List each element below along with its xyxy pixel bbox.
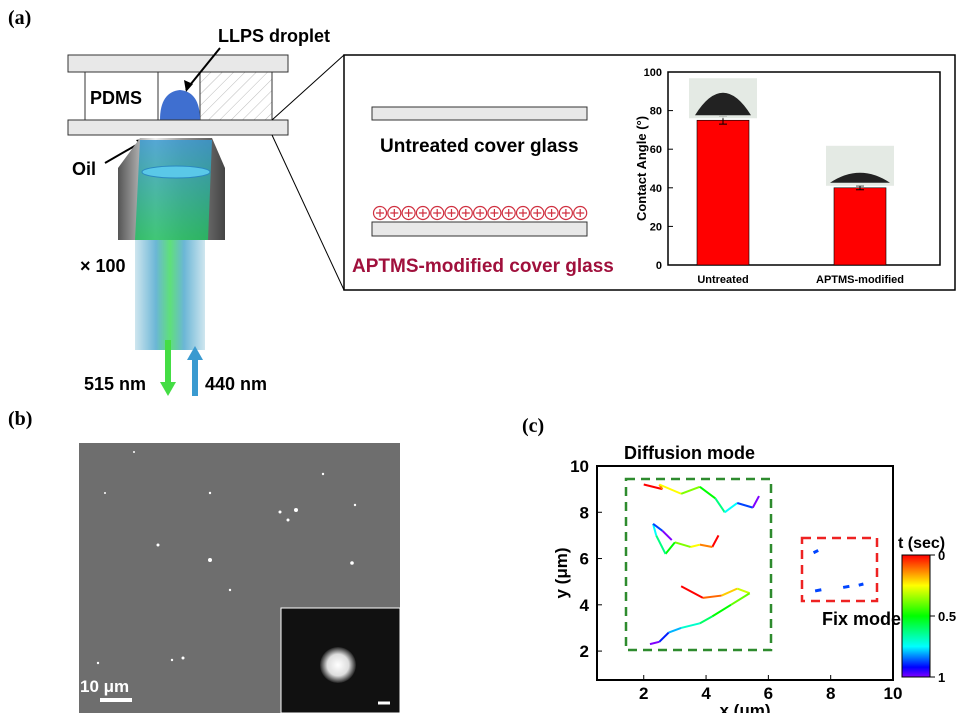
colorbar-tick-label: 0.5: [938, 609, 956, 624]
y-tick-label: 20: [650, 221, 662, 233]
magnification-label: × 100: [80, 256, 126, 276]
trajectory-segment: [712, 605, 731, 617]
y-tick-label: 40: [650, 183, 662, 195]
x-tick-label: 10: [884, 684, 903, 703]
trajectory-segment: [659, 633, 668, 642]
bar: [834, 188, 886, 265]
y-tick-label: 8: [580, 503, 589, 522]
colorbar: [902, 555, 930, 677]
axis-box: [597, 466, 893, 680]
trajectory-segment: [700, 545, 712, 547]
chart-title: Diffusion mode: [624, 443, 755, 463]
scale-bar-label: 10 μm: [80, 677, 129, 696]
trajectory-segment: [675, 542, 691, 547]
panel-label: (b): [8, 408, 32, 430]
panel-label: (a): [8, 7, 31, 29]
y-tick-label: 0: [656, 260, 662, 272]
colorbar-tick-label: 1: [938, 670, 945, 685]
annotation: Fix mode: [822, 609, 901, 629]
trajectory-segment: [815, 590, 821, 591]
trajectory-segment: [666, 542, 675, 554]
modified-label: APTMS-modified cover glass: [352, 256, 614, 277]
page: (a) (b) (c) LLPS droplet PDMS Oil × 100 …: [0, 0, 959, 713]
figure: (a) (b) (c) LLPS droplet PDMS Oil × 100 …: [0, 0, 959, 713]
x-tick-label: 4: [701, 684, 711, 703]
colorbar-tick-label: 0: [938, 548, 945, 563]
y-tick-label: 100: [644, 67, 662, 79]
trajectory-segment: [715, 498, 724, 512]
y-tick-label: 10: [570, 457, 589, 476]
pdms-label: PDMS: [90, 88, 142, 108]
y-tick-label: 4: [580, 596, 590, 615]
x-tick-label: 2: [639, 684, 648, 703]
y-axis-label: Contact Angle (°): [634, 116, 649, 221]
fix-region: [802, 538, 877, 601]
trajectory-segment: [700, 616, 712, 623]
y-tick-label: 60: [650, 144, 662, 156]
y-tick-label: 80: [650, 106, 662, 118]
x-tick-label: 8: [826, 684, 835, 703]
y-tick-label: 2: [580, 642, 589, 661]
trajectory-segment: [690, 545, 699, 547]
micrograph: 10 μm: [79, 443, 400, 713]
trajectory-segment: [753, 496, 759, 508]
trajectory-segment: [681, 487, 700, 494]
schematic: LLPS droplet PDMS Oil × 100 515 nm 440 n…: [68, 26, 955, 396]
trajectory-segment: [712, 535, 718, 547]
y-axis-label: y (μm): [552, 547, 571, 598]
x-axis-label: x (μm): [719, 701, 770, 713]
x-tick-label: APTMS-modified: [816, 274, 904, 286]
trajectory-segment: [659, 485, 681, 494]
trajectory-segment: [662, 531, 671, 540]
trajectory-segment: [703, 596, 722, 598]
trajectory-segment: [731, 593, 750, 605]
trajectory-segment: [700, 487, 716, 499]
trajectory-segment: [650, 642, 659, 644]
trajectory-segment: [859, 584, 864, 585]
trajectory-segment: [737, 589, 749, 594]
excitation-label: 440 nm: [205, 374, 267, 394]
panel-label: (c): [522, 415, 544, 437]
trajectory-segment: [814, 550, 819, 552]
emission-label: 515 nm: [84, 374, 146, 394]
trajectory-segment: [737, 503, 753, 508]
trajectory-segment: [725, 503, 737, 512]
x-tick-label: Untreated: [697, 274, 748, 286]
trajectory-segment: [656, 535, 665, 554]
trajectory-segment: [681, 586, 703, 598]
trajectory-segment: [669, 628, 681, 633]
trajectory-segment: [843, 586, 849, 587]
droplet-label: LLPS droplet: [218, 26, 330, 46]
trajectory-segment: [722, 589, 738, 596]
y-tick-label: 6: [580, 550, 589, 569]
bar: [697, 120, 749, 265]
trajectory-segment: [681, 623, 700, 628]
oil-label: Oil: [72, 159, 96, 179]
untreated-label: Untreated cover glass: [380, 136, 579, 157]
